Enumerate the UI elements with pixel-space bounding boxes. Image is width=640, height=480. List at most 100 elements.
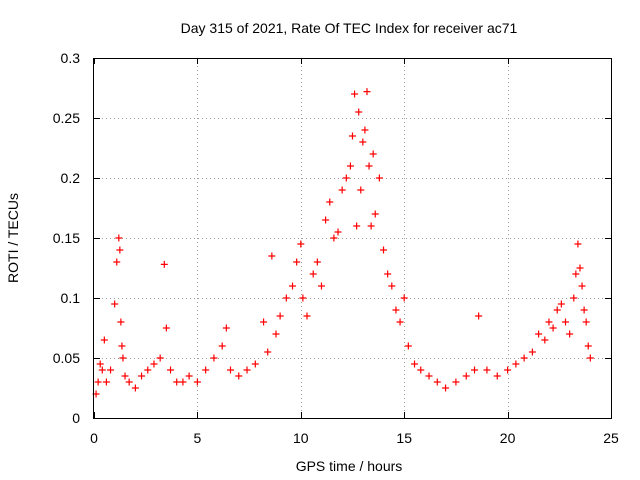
x-tick-label: 10 — [293, 430, 309, 446]
data-point — [96, 360, 104, 368]
data-point — [361, 126, 369, 134]
data-point — [549, 324, 557, 332]
data-point — [353, 222, 361, 230]
data-point — [251, 360, 259, 368]
data-point — [173, 378, 181, 386]
data-point — [425, 372, 433, 380]
data-point — [369, 150, 377, 158]
data-point — [202, 366, 210, 374]
y-tick-label: 0.3 — [61, 50, 81, 66]
data-point — [400, 294, 408, 302]
data-point — [264, 348, 272, 356]
y-tick-label: 0.05 — [53, 350, 80, 366]
data-point — [504, 366, 512, 374]
data-point — [520, 354, 528, 362]
data-point — [346, 162, 354, 170]
data-point — [210, 354, 218, 362]
data-point — [586, 354, 594, 362]
data-point — [404, 342, 412, 350]
data-point — [111, 300, 119, 308]
data-point — [121, 372, 129, 380]
data-point — [179, 378, 187, 386]
data-point — [260, 318, 268, 326]
x-axis-title: GPS time / hours — [296, 458, 403, 474]
data-point — [392, 306, 400, 314]
data-point — [357, 186, 365, 194]
data-point — [493, 372, 501, 380]
data-point — [150, 360, 158, 368]
data-point — [218, 342, 226, 350]
data-point — [293, 258, 301, 266]
data-point — [475, 312, 483, 320]
data-point — [452, 378, 460, 386]
plot-frame — [93, 58, 612, 419]
y-tick-label: 0.15 — [53, 230, 80, 246]
data-point — [535, 330, 543, 338]
x-tick-label: 15 — [396, 430, 412, 446]
data-point — [125, 378, 133, 386]
data-point — [162, 324, 170, 332]
data-point — [355, 108, 363, 116]
y-tick-label: 0 — [72, 410, 80, 426]
data-point — [417, 366, 425, 374]
data-point — [322, 216, 330, 224]
data-point — [102, 378, 110, 386]
data-point — [528, 348, 536, 356]
data-point — [396, 318, 404, 326]
data-point — [411, 360, 419, 368]
data-point — [144, 366, 152, 374]
data-point — [541, 336, 549, 344]
data-point — [365, 162, 373, 170]
data-point — [226, 366, 234, 374]
x-tick-labels: 0 5 10 15 20 25 — [90, 430, 619, 446]
data-point — [303, 312, 311, 320]
data-point — [326, 198, 334, 206]
data-point — [462, 372, 470, 380]
data-point — [317, 282, 325, 290]
data-point — [113, 258, 121, 266]
data-point — [351, 90, 359, 98]
data-point — [235, 372, 243, 380]
data-point — [545, 318, 553, 326]
data-point — [330, 234, 338, 242]
data-point — [371, 210, 379, 218]
data-point — [375, 174, 383, 182]
data-point — [557, 300, 565, 308]
data-point — [115, 234, 123, 242]
data-point — [107, 366, 115, 374]
data-point — [342, 174, 350, 182]
data-point — [276, 312, 284, 320]
data-point — [576, 264, 584, 272]
data-point — [297, 240, 305, 248]
data-point — [483, 366, 491, 374]
data-point — [433, 378, 441, 386]
data-point — [566, 330, 574, 338]
data-point — [442, 384, 450, 392]
axis-ticks — [94, 58, 612, 419]
data-point — [98, 366, 106, 374]
data-point — [574, 240, 582, 248]
data-point — [119, 354, 127, 362]
data-point — [580, 306, 588, 314]
data-point — [584, 342, 592, 350]
y-axis-title: ROTI / TECUs — [5, 193, 21, 283]
data-point — [185, 372, 193, 380]
data-point — [116, 246, 124, 254]
data-point — [272, 330, 280, 338]
data-point — [338, 186, 346, 194]
x-tick-label: 20 — [500, 430, 516, 446]
y-tick-label: 0.25 — [53, 110, 80, 126]
y-tick-labels: 0 0.05 0.1 0.15 0.2 0.25 0.3 — [53, 50, 80, 426]
data-point — [367, 222, 375, 230]
data-point — [349, 132, 356, 140]
data-point — [243, 366, 251, 374]
y-tick-label: 0.1 — [61, 290, 81, 306]
data-point — [471, 366, 479, 374]
data-point — [282, 294, 290, 302]
data-point — [100, 336, 108, 344]
x-tick-label: 5 — [194, 430, 202, 446]
data-point — [309, 270, 317, 278]
data-point — [570, 294, 578, 302]
grid — [94, 58, 611, 418]
